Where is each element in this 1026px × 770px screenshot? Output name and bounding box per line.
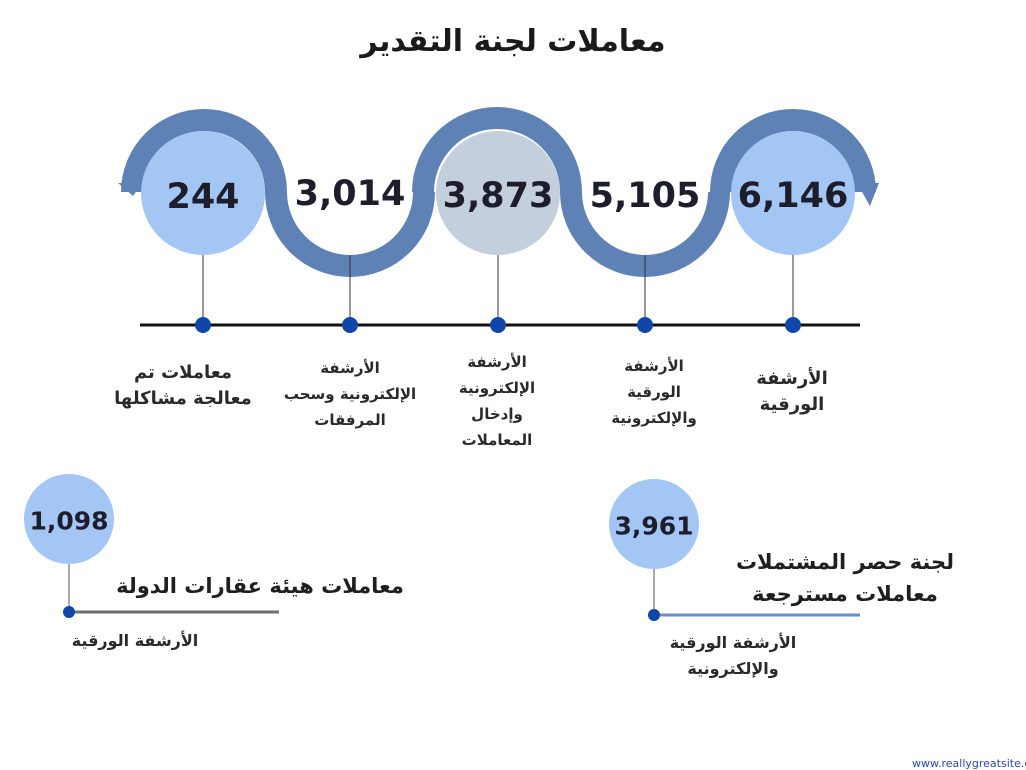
sub-label-3961: الأرشفة الورقية والإلكترونية <box>669 633 797 678</box>
value-3961: 3,961 <box>614 511 694 541</box>
label-3014: الأرشفة الإلكترونية وسحب المرفقات <box>283 359 417 429</box>
circle-1098 <box>24 474 114 564</box>
band-arc-3 <box>412 107 582 193</box>
band-arc-5 <box>121 109 287 193</box>
band-arc-1 <box>710 109 876 193</box>
value-5105: 5,105 <box>589 176 701 216</box>
connectors <box>202 255 794 325</box>
footer-url[interactable]: www.reallygreatsite.com <box>912 757 1026 770</box>
label-6146: الأرشفة الورقية <box>756 368 828 415</box>
sub-label-1098: الأرشفة الورقية <box>71 631 199 650</box>
band-end-left <box>118 183 142 196</box>
value-244: 244 <box>166 177 240 217</box>
dot-3961 <box>648 609 660 621</box>
label-244: معاملات تم معالجة مشاكلها <box>114 362 252 409</box>
value-3014: 3,014 <box>294 174 406 214</box>
page-title: معاملات لجنة التقدير <box>360 24 666 59</box>
heading-state-property: معاملات هيئة عقارات الدولة <box>116 574 404 598</box>
value-6146: 6,146 <box>737 176 849 216</box>
value-1098: 1,098 <box>29 506 109 536</box>
circle-244 <box>141 131 265 255</box>
value-3873: 3,873 <box>442 176 554 216</box>
heading-inventory-committee: لجنة حصر المشتملات معاملات مسترجعة <box>735 550 955 606</box>
label-5105: الأرشفة الورقية والإلكترونية <box>611 357 697 427</box>
label-3873: الأرشفة الإلكترونية وإدخال المعاملات <box>458 353 536 449</box>
band-end-right <box>857 183 879 206</box>
dot-1098 <box>63 606 75 618</box>
circle-3961 <box>609 479 699 569</box>
timeline-dots <box>195 317 801 333</box>
circle-6146 <box>731 131 855 255</box>
circle-3873 <box>436 131 560 255</box>
